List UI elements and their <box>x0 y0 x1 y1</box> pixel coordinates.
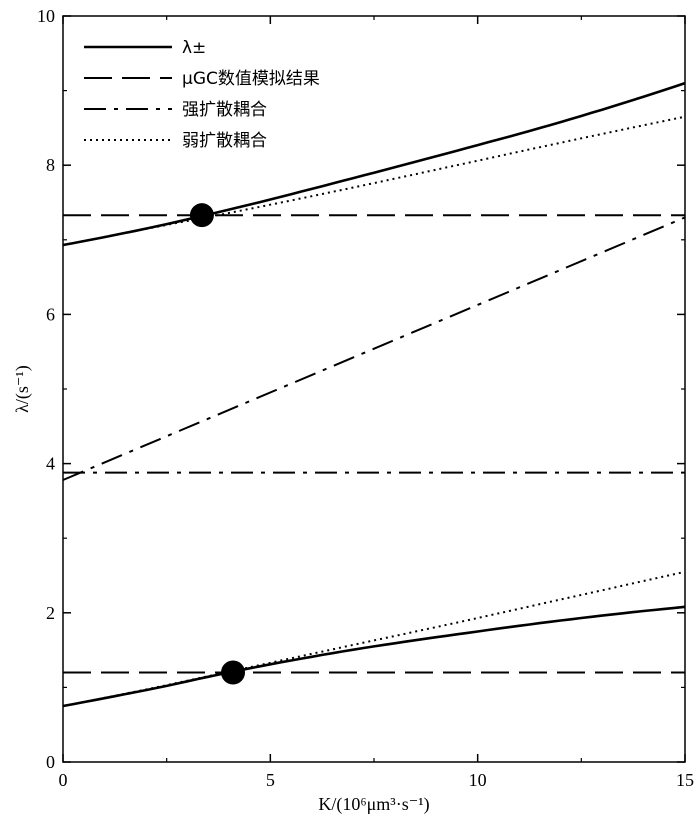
series-solid-line-1 <box>62 605 686 708</box>
x-tick-label-0: 0 <box>59 770 68 790</box>
series-dashdot-line-6 <box>62 216 686 481</box>
series-dotted-line-3 <box>62 570 686 707</box>
y-tick-label-2: 4 <box>46 454 55 474</box>
legend-label-1: μGC数值模拟结果 <box>182 69 320 89</box>
plot-frame <box>62 15 686 763</box>
y-tick-label-5: 10 <box>37 6 55 26</box>
intersection-marker-1 <box>221 660 246 685</box>
y-axis-label: λ/(s⁻¹) <box>12 365 33 413</box>
x-tick-label-3: 15 <box>676 770 694 790</box>
series-layer <box>62 81 686 708</box>
y-tick-label-3: 6 <box>46 304 55 324</box>
y-tick-label-0: 0 <box>46 752 55 772</box>
x-tick-label-2: 10 <box>469 770 487 790</box>
series-dotted-line-2 <box>62 115 686 246</box>
tick-layer: 0 5 10 15 0 2 4 6 8 10 <box>37 6 694 790</box>
intersection-marker-0 <box>189 203 214 228</box>
legend-label-2: 强扩散耦合 <box>182 100 267 120</box>
marker-layer <box>189 203 246 685</box>
legend-label-0: λ± <box>182 38 206 58</box>
y-tick-label-4: 8 <box>46 155 55 175</box>
x-axis-label: K/(10⁶μm³·s⁻¹) <box>318 794 429 815</box>
series-solid-line-0 <box>62 81 686 247</box>
x-tick-label-1: 5 <box>266 770 275 790</box>
y-tick-label-1: 2 <box>46 603 55 623</box>
legend-label-3: 弱扩散耦合 <box>182 131 267 151</box>
